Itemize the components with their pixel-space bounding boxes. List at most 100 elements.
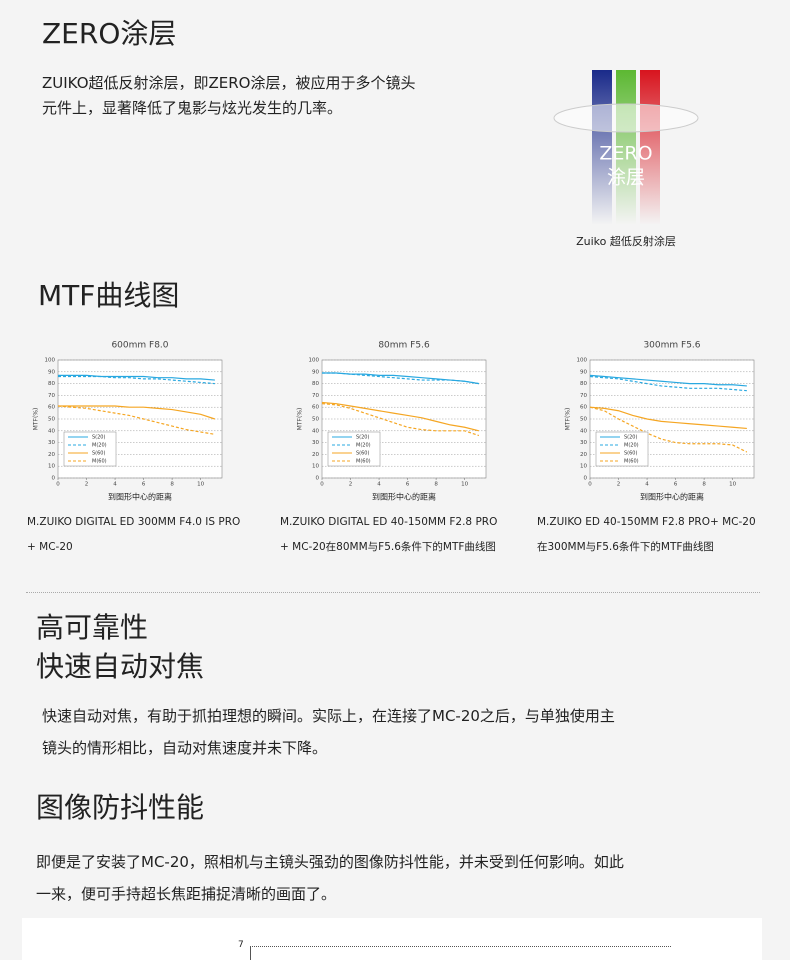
paragraph-line: 即便是了安装了MC-20，照相机与主镜头强劲的图像防抖性能，并未受到任何影响。如…	[36, 853, 624, 871]
paragraph-line: 一来，便可手持超长焦距捕捉清晰的画面了。	[36, 885, 337, 903]
y-tick-label: 50	[48, 417, 55, 423]
legend-label: S(20)	[92, 435, 105, 441]
frame	[250, 946, 671, 960]
x-tick-label: 10	[197, 482, 204, 488]
x-axis-label: 到图形中心的距离	[372, 492, 436, 502]
y-tick-label: 70	[312, 393, 319, 399]
y-tick-label: 80	[312, 381, 319, 387]
section-title: ZERO涂层	[42, 17, 177, 50]
logo-caption: Zuiko 超低反射涂层	[576, 234, 676, 248]
x-axis-label: 到图形中心的距离	[640, 492, 704, 502]
logo-text: 涂层	[607, 167, 645, 189]
x-tick-label: 10	[729, 482, 736, 488]
x-tick-label: 0	[320, 482, 324, 488]
x-tick-label: 8	[170, 482, 174, 488]
legend-box	[63, 431, 117, 467]
legend-label: M(60)	[92, 459, 107, 465]
section-title: MTF曲线图	[38, 279, 180, 312]
y-tick-label: 50	[312, 417, 319, 423]
y-tick-label: 70	[580, 393, 587, 399]
chart-title: 300mm F5.6	[643, 341, 700, 351]
chart-caption: + MC-20在80MM与F5.6条件下的MTF曲线图	[280, 540, 496, 553]
legend-label: S(60)	[356, 451, 369, 457]
y-tick-label: 70	[48, 393, 55, 399]
logo-text: ZERO	[599, 143, 652, 165]
section-title: 高可靠性	[36, 611, 149, 644]
chart-title: 600mm F8.0	[111, 341, 168, 351]
series-line	[321, 403, 480, 437]
y-tick-label: 100	[309, 358, 320, 364]
y-tick-label: 30	[48, 440, 55, 446]
legend-label: M(20)	[92, 443, 107, 449]
y-tick-label: 60	[580, 405, 587, 411]
y-axis-label: MTF(%)	[297, 408, 304, 431]
legend-label: S(20)	[356, 435, 369, 441]
y-axis-label: MTF(%)	[565, 408, 572, 431]
series-line	[322, 372, 479, 385]
separator	[26, 592, 760, 593]
legend-label: S(60)	[92, 451, 105, 457]
series-line	[589, 375, 747, 392]
lens-ellipse	[553, 103, 699, 133]
legend-label: M(20)	[356, 443, 371, 449]
y-tick-label: 40	[580, 428, 587, 434]
paragraph-line: 元件上，显著降低了鬼影与炫光发生的几率。	[42, 99, 343, 117]
section-title: 图像防抖性能	[36, 791, 205, 824]
series-line	[58, 405, 216, 420]
series-line	[58, 375, 215, 385]
chart-title: 80mm F5.6	[378, 341, 430, 351]
x-tick-label: 10	[461, 482, 468, 488]
series-line	[589, 374, 747, 387]
x-tick-label: 2	[85, 482, 89, 488]
y-tick-label: 100	[45, 358, 56, 364]
series-line	[321, 401, 480, 432]
page-number: 7	[238, 940, 244, 950]
y-tick-label: 20	[48, 452, 55, 458]
paragraph-line: 快速自动对焦，有助于抓拍理想的瞬间。实际上，在连接了MC-20之后，与单独使用主	[42, 707, 615, 725]
chart-caption: + MC-20	[27, 541, 73, 553]
series-line	[589, 406, 747, 430]
y-tick-label: 10	[312, 464, 319, 470]
y-tick-label: 90	[312, 369, 319, 375]
chart-caption: M.ZUIKO ED 40-150MM F2.8 PRO+ MC-20	[537, 516, 756, 528]
x-tick-label: 0	[56, 482, 60, 488]
x-tick-label: 2	[349, 482, 353, 488]
y-tick-label: 50	[580, 417, 587, 423]
y-tick-label: 20	[580, 452, 587, 458]
y-tick-label: 40	[48, 428, 55, 434]
y-tick-label: 20	[312, 452, 319, 458]
x-tick-label: 8	[702, 482, 706, 488]
y-tick-label: 90	[580, 369, 587, 375]
legend-label: M(60)	[356, 459, 371, 465]
paragraph-line: ZUIKO超低反射涂层，即ZERO涂层，被应用于多个镜头	[42, 74, 416, 92]
y-tick-label: 100	[577, 358, 588, 364]
series-line	[589, 406, 748, 453]
y-tick-label: 0	[52, 476, 56, 482]
y-tick-label: 90	[48, 369, 55, 375]
chart-caption: 在300MM与F5.6条件下的MTF曲线图	[537, 540, 714, 553]
y-tick-label: 60	[48, 405, 55, 411]
y-tick-label: 0	[584, 476, 588, 482]
series-line	[58, 374, 215, 381]
x-tick-label: 4	[377, 482, 381, 488]
chart-caption: M.ZUIKO DIGITAL ED 40-150MM F2.8 PRO	[280, 516, 497, 528]
y-tick-label: 80	[48, 381, 55, 387]
legend-label: M(60)	[624, 459, 639, 465]
legend-label: S(20)	[624, 435, 637, 441]
x-tick-label: 6	[142, 482, 146, 488]
x-tick-label: 6	[674, 482, 678, 488]
y-tick-label: 0	[316, 476, 320, 482]
y-tick-label: 30	[580, 440, 587, 446]
x-tick-label: 0	[588, 482, 592, 488]
x-tick-label: 2	[617, 482, 621, 488]
zero-logo: ZERO 涂层 Zuiko 超低反射涂层	[553, 70, 699, 248]
x-tick-label: 6	[406, 482, 410, 488]
y-tick-label: 30	[312, 440, 319, 446]
legend-box	[595, 431, 649, 467]
y-tick-label: 10	[580, 464, 587, 470]
y-tick-label: 40	[312, 428, 319, 434]
series-line	[57, 405, 215, 435]
legend-box	[327, 431, 381, 467]
